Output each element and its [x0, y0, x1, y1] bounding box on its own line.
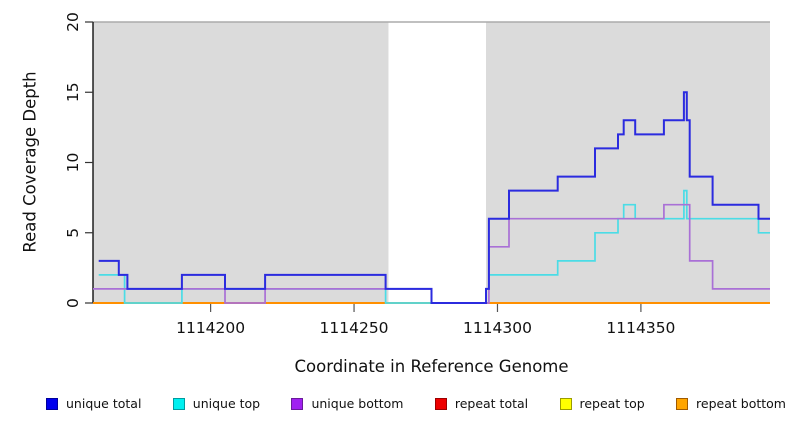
legend-item-unique-total: unique total — [46, 396, 141, 411]
y-tick-label: 5 — [64, 228, 82, 238]
legend-label: repeat top — [579, 396, 645, 411]
series-unique-bottom — [93, 203, 770, 304]
legend-swatch-icon — [559, 397, 572, 410]
legend-swatch-icon — [434, 397, 447, 410]
x-tick-label: 1114350 — [606, 319, 675, 337]
legend-label: repeat bottom — [696, 396, 786, 411]
shaded-region — [93, 22, 389, 303]
legend-swatch-icon — [46, 397, 58, 410]
y-tick-label: 15 — [64, 82, 82, 102]
y-axis-title: Read Coverage Depth — [20, 71, 40, 253]
legend-label: unique bottom — [311, 396, 404, 411]
legend-swatch-icon — [676, 397, 689, 410]
legend-swatch-icon — [291, 397, 304, 410]
legend-item-repeat-bottom: repeat bottom — [676, 396, 786, 411]
shaded-region — [486, 22, 770, 303]
legend-item-unique-bottom: unique bottom — [291, 396, 404, 411]
legend-item-unique-top: unique top — [172, 396, 261, 411]
legend-swatch-icon — [172, 397, 185, 410]
series-unique-total — [98, 91, 770, 304]
legend-label: unique total — [66, 396, 142, 411]
x-tick-label: 1114250 — [320, 319, 389, 337]
legend: unique total unique top unique bottom repea… — [46, 396, 786, 411]
legend-label: repeat total — [454, 396, 529, 411]
x-axis-title: Coordinate in Reference Genome — [294, 357, 569, 376]
legend-item-repeat-top: repeat top — [559, 396, 645, 411]
coverage-chart: 0 5 10 15 20 1114200 1114250 1114300 1114350 — [64, 12, 770, 337]
y-tick-label: 20 — [64, 12, 82, 32]
x-tick-label: 1114300 — [463, 319, 532, 337]
legend-label: unique top — [192, 396, 261, 411]
y-tick-label: 10 — [64, 153, 82, 173]
x-tick-label: 1114200 — [176, 319, 245, 337]
y-tick-label: 0 — [64, 298, 82, 308]
legend-item-repeat-total: repeat total — [434, 396, 529, 411]
